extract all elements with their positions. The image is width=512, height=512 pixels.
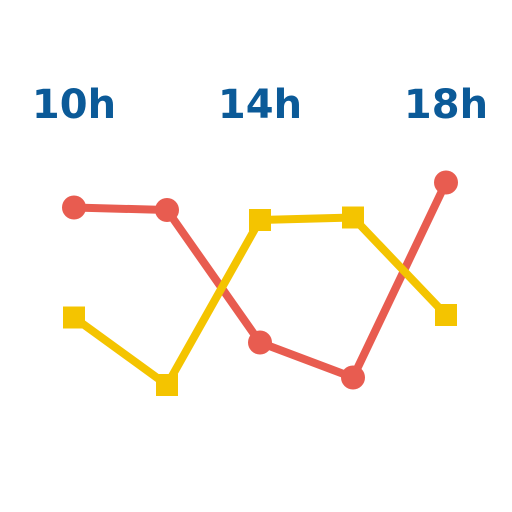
point-marker bbox=[435, 304, 457, 326]
point-marker bbox=[62, 195, 86, 220]
point-marker bbox=[155, 198, 179, 222]
point-marker bbox=[248, 330, 272, 355]
x-tick-label: 18h bbox=[404, 82, 488, 128]
point-marker bbox=[156, 374, 178, 396]
x-tick-label: 14h bbox=[218, 82, 302, 128]
point-marker bbox=[342, 206, 364, 229]
x-tick-label: 10h bbox=[32, 82, 116, 128]
point-marker bbox=[63, 306, 85, 329]
point-marker bbox=[341, 365, 365, 390]
point-marker bbox=[434, 170, 458, 195]
point-marker bbox=[249, 209, 271, 231]
